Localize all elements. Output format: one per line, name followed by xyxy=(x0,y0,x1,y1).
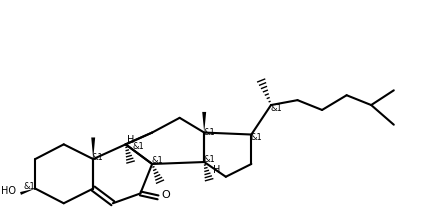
Text: &1: &1 xyxy=(132,142,144,151)
Polygon shape xyxy=(20,189,35,195)
Text: &1: &1 xyxy=(24,182,35,191)
Text: &1: &1 xyxy=(203,155,215,164)
Text: H: H xyxy=(213,165,221,175)
Text: &1: &1 xyxy=(250,133,262,142)
Text: H: H xyxy=(127,135,134,145)
Text: O: O xyxy=(162,191,170,200)
Text: &1: &1 xyxy=(151,156,163,165)
Polygon shape xyxy=(202,112,206,133)
Text: &1: &1 xyxy=(270,103,282,113)
Text: HO: HO xyxy=(0,186,16,197)
Text: &1: &1 xyxy=(203,128,215,137)
Text: &1: &1 xyxy=(91,153,103,162)
Polygon shape xyxy=(91,137,95,159)
